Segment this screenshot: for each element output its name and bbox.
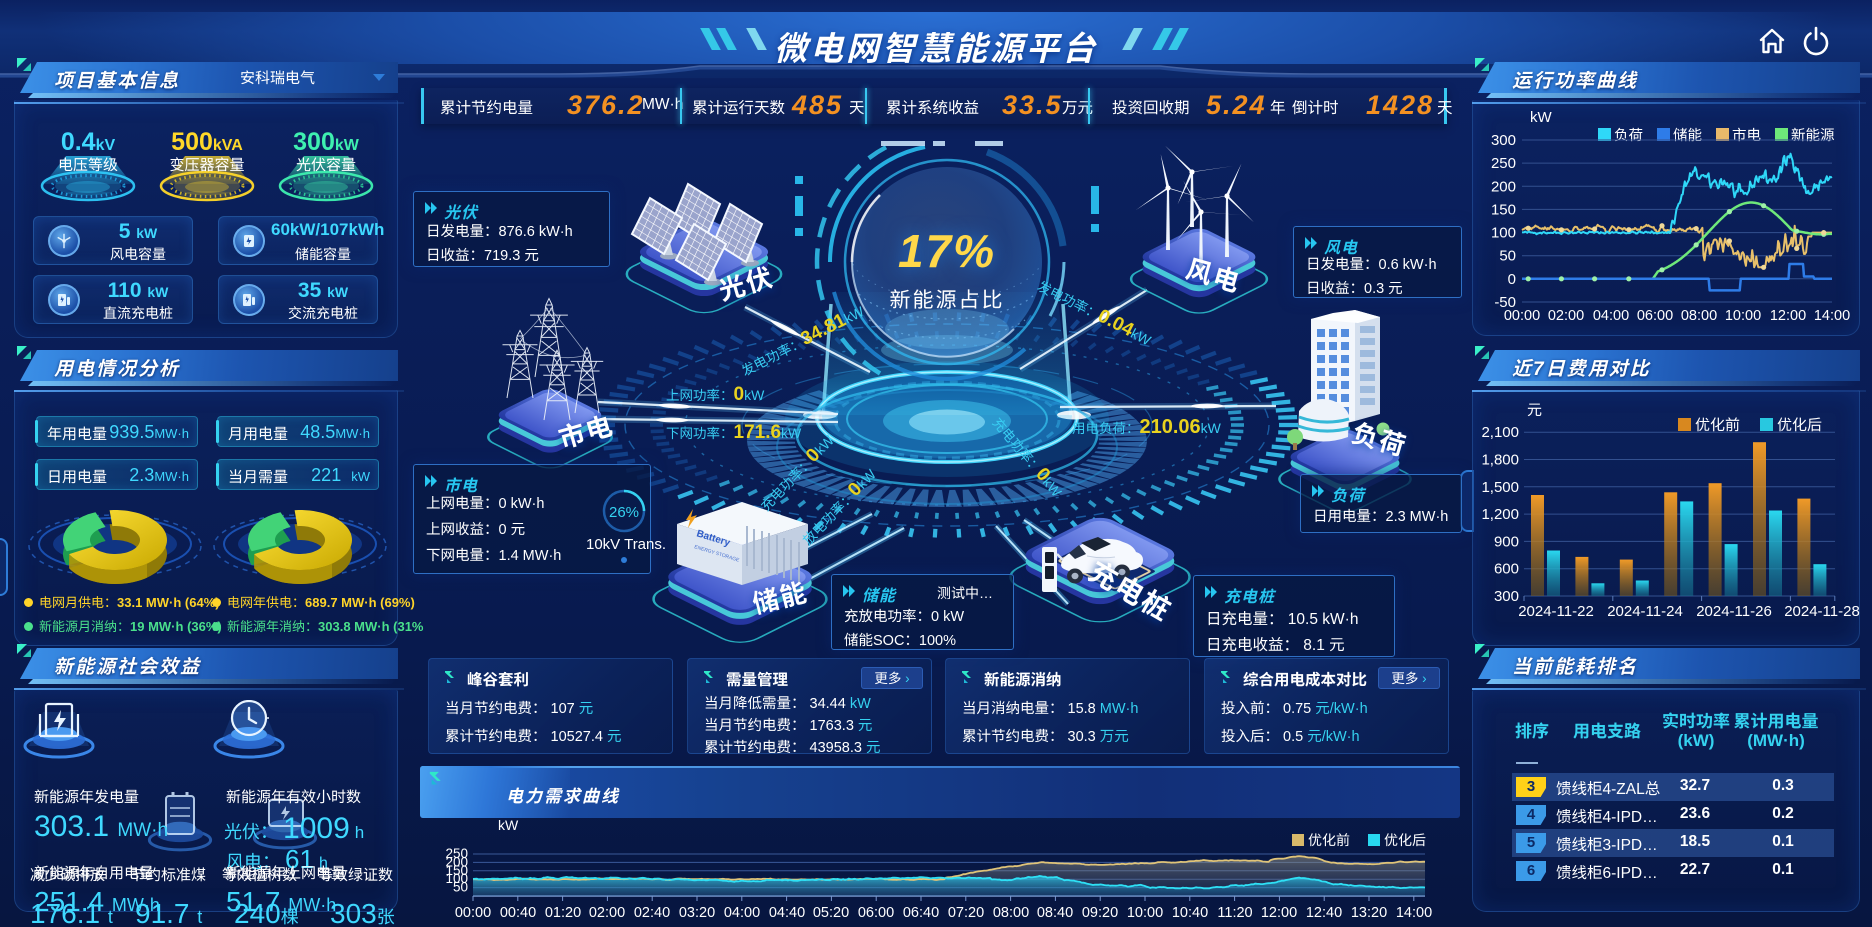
svg-text:优化前: 优化前	[1695, 417, 1740, 434]
svg-text:负荷: 负荷	[1614, 127, 1643, 144]
svg-text:100: 100	[445, 871, 468, 886]
svg-text:kW: kW	[498, 818, 519, 833]
svg-text:02:00: 02:00	[589, 905, 625, 921]
svg-text:200: 200	[445, 854, 468, 869]
svg-text:kW: kW	[1530, 109, 1553, 126]
svg-text:市电: 市电	[1732, 127, 1761, 144]
svg-text:12:00: 12:00	[1261, 905, 1297, 921]
svg-text:05:20: 05:20	[813, 905, 849, 921]
svg-text:900: 900	[1494, 533, 1519, 550]
svg-text:优化后: 优化后	[1384, 832, 1426, 848]
svg-text:08:00: 08:00	[1681, 308, 1717, 324]
svg-text:2,100: 2,100	[1481, 424, 1519, 441]
svg-text:07:20: 07:20	[948, 905, 984, 921]
svg-text:13:20: 13:20	[1351, 905, 1387, 921]
svg-text:2024-11-24: 2024-11-24	[1607, 603, 1683, 620]
svg-text:-50: -50	[1494, 294, 1516, 311]
svg-text:2024-11-22: 2024-11-22	[1518, 603, 1594, 620]
svg-text:300: 300	[1494, 588, 1519, 605]
svg-text:01:20: 01:20	[545, 905, 581, 921]
svg-text:03:20: 03:20	[679, 905, 715, 921]
svg-text:50: 50	[453, 880, 468, 895]
svg-text:250: 250	[445, 846, 468, 861]
svg-text:2024-11-26: 2024-11-26	[1696, 603, 1772, 620]
svg-text:优化后: 优化后	[1777, 417, 1822, 434]
svg-text:250: 250	[1491, 155, 1516, 172]
svg-text:09:20: 09:20	[1082, 905, 1118, 921]
svg-text:14:00: 14:00	[1396, 905, 1432, 921]
svg-text:600: 600	[1494, 561, 1519, 578]
svg-text:200: 200	[1491, 178, 1516, 195]
svg-text:00:00: 00:00	[1504, 308, 1540, 324]
svg-text:12:40: 12:40	[1306, 905, 1342, 921]
svg-text:26%: 26%	[609, 504, 639, 521]
svg-text:1,500: 1,500	[1481, 479, 1519, 496]
svg-text:1,800: 1,800	[1481, 452, 1519, 469]
svg-text:10:00: 10:00	[1127, 905, 1163, 921]
svg-text:300: 300	[1491, 132, 1516, 149]
svg-text:100: 100	[1491, 225, 1516, 242]
svg-text:优化前: 优化前	[1308, 832, 1350, 848]
svg-text:2024-11-28: 2024-11-28	[1784, 603, 1860, 620]
svg-text:150: 150	[445, 863, 468, 878]
svg-text:02:00: 02:00	[1548, 308, 1584, 324]
svg-text:储能: 储能	[1673, 127, 1702, 144]
svg-text:新能源: 新能源	[1791, 127, 1835, 144]
svg-text:10:00: 10:00	[1725, 308, 1761, 324]
svg-text:04:00: 04:00	[724, 905, 760, 921]
svg-text:10:40: 10:40	[1172, 905, 1208, 921]
svg-text:08:40: 08:40	[1037, 905, 1073, 921]
svg-text:02:40: 02:40	[634, 905, 670, 921]
svg-text:00:40: 00:40	[500, 905, 536, 921]
svg-text:12:00: 12:00	[1770, 308, 1806, 324]
svg-text:元: 元	[1527, 402, 1542, 419]
svg-text:04:40: 04:40	[769, 905, 805, 921]
svg-text:14:00: 14:00	[1814, 308, 1850, 324]
svg-text:06:40: 06:40	[903, 905, 939, 921]
svg-text:0: 0	[1508, 271, 1516, 288]
svg-text:00:00: 00:00	[455, 905, 491, 921]
svg-text:06:00: 06:00	[1637, 308, 1673, 324]
svg-text:150: 150	[1491, 201, 1516, 218]
svg-text:04:00: 04:00	[1593, 308, 1629, 324]
svg-text:06:00: 06:00	[858, 905, 894, 921]
svg-text:50: 50	[1499, 248, 1516, 265]
svg-text:1,200: 1,200	[1481, 506, 1519, 523]
svg-text:11:20: 11:20	[1217, 905, 1252, 921]
svg-text:08:00: 08:00	[993, 905, 1029, 921]
